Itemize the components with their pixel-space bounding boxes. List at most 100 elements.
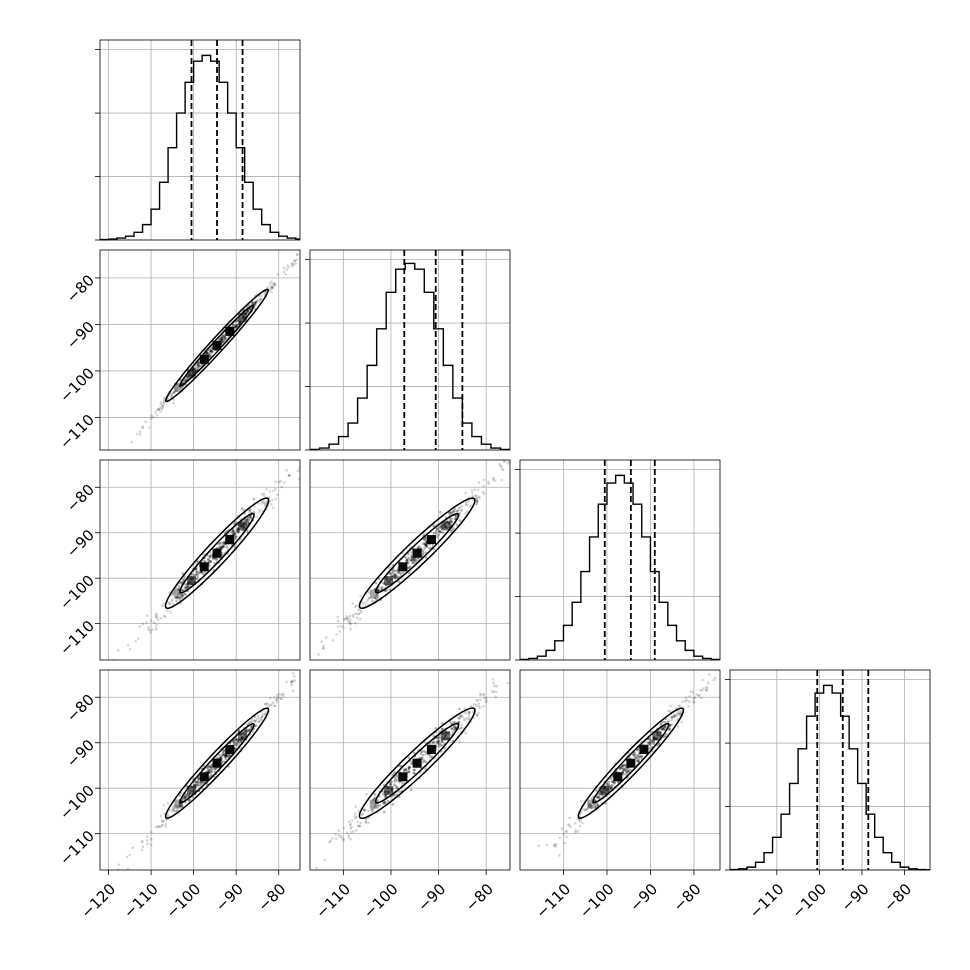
scatter-point xyxy=(473,488,477,491)
scatter-point xyxy=(357,809,361,813)
scatter-point xyxy=(270,287,274,290)
scatter-point xyxy=(221,753,224,757)
scatter-point xyxy=(197,780,200,784)
scatter-point xyxy=(563,841,567,845)
scatter-point xyxy=(610,785,614,789)
scatter-point xyxy=(454,514,458,518)
scatter-point xyxy=(687,705,690,708)
density-cell xyxy=(652,731,662,741)
scatter-point xyxy=(649,730,653,734)
scatter-point xyxy=(248,509,252,513)
scatter-point xyxy=(234,738,238,741)
scatter-point xyxy=(198,364,202,368)
scatter-point xyxy=(259,717,263,721)
scatter-point xyxy=(209,765,213,769)
scatter-point xyxy=(197,366,200,370)
scatter-point xyxy=(454,514,458,517)
scatter-point xyxy=(706,681,710,685)
scatter-point xyxy=(648,736,652,740)
x-tick-label: −90 xyxy=(838,880,873,915)
scatter-point xyxy=(623,763,626,767)
density-cell xyxy=(600,785,610,795)
scatter-point xyxy=(624,771,628,775)
scatter-point xyxy=(145,621,148,624)
scatter-point xyxy=(567,823,571,827)
scatter-point xyxy=(274,480,277,484)
scatter-point xyxy=(404,768,407,772)
scatter-point xyxy=(218,337,222,340)
scatter-point xyxy=(455,523,459,527)
scatter-point xyxy=(222,748,226,752)
scatter-point xyxy=(649,738,652,741)
scatter-point xyxy=(401,571,405,574)
scatter-point xyxy=(424,544,428,548)
scatter-point xyxy=(407,770,411,774)
density-cell xyxy=(225,745,235,755)
scatter-point xyxy=(705,689,708,692)
scatter-point xyxy=(196,783,200,787)
scatter-point xyxy=(395,779,399,782)
contour-outer xyxy=(164,497,270,610)
scatter-point xyxy=(273,281,276,285)
scatter-point xyxy=(397,790,401,793)
scatter-point xyxy=(184,585,188,589)
scatter-point xyxy=(345,831,349,835)
scatter-point xyxy=(269,285,273,288)
panel-frame xyxy=(519,669,721,871)
scatter-point xyxy=(590,806,593,809)
scatter-point xyxy=(154,411,157,414)
scatter-point xyxy=(221,336,225,339)
scatter-point xyxy=(197,777,200,781)
scatter-point xyxy=(277,480,281,484)
scatter-point xyxy=(349,822,352,826)
scatter-point xyxy=(422,758,425,762)
scatter-point xyxy=(183,592,186,596)
scatter-point xyxy=(367,597,371,600)
scatter-point xyxy=(168,602,171,606)
scatter-point xyxy=(245,310,249,313)
scatter-point xyxy=(531,447,534,450)
scatter-point xyxy=(652,742,656,746)
scatter-point xyxy=(636,748,639,752)
scatter-point xyxy=(411,561,414,565)
scatter-point xyxy=(358,824,361,828)
scatter-point xyxy=(203,571,207,574)
scatter-point xyxy=(393,576,396,579)
contour-outer xyxy=(164,288,270,403)
scatter-point xyxy=(178,804,182,808)
scatter-point xyxy=(246,729,250,732)
scatter-point xyxy=(428,742,432,746)
scatter-point xyxy=(176,588,180,592)
scatter-point xyxy=(149,619,153,623)
scatter-point xyxy=(347,616,350,619)
scatter-point xyxy=(407,767,411,770)
density-cell xyxy=(398,562,408,572)
scatter-point xyxy=(145,835,149,838)
scatter-point xyxy=(692,700,696,704)
scatter-point xyxy=(454,726,458,730)
scatter-point xyxy=(492,681,495,685)
scatter-point xyxy=(234,535,237,539)
scatter-point xyxy=(582,807,585,811)
scatter-point xyxy=(150,414,153,417)
scatter-point xyxy=(128,853,132,857)
scatter-point xyxy=(346,619,350,623)
scatter-point xyxy=(171,806,175,809)
scatter-point xyxy=(477,481,481,484)
scatter-point xyxy=(412,771,415,775)
scatter-point xyxy=(420,756,424,760)
scatter-point xyxy=(209,765,213,769)
scatter-point xyxy=(466,503,469,507)
scatter-point xyxy=(169,610,172,614)
scatter-point xyxy=(456,716,460,719)
scatter-point xyxy=(347,833,351,837)
scatter-point xyxy=(291,671,295,675)
scatter-point xyxy=(500,478,503,482)
scatter-point xyxy=(263,292,266,296)
scatter-point xyxy=(265,702,268,705)
scatter-point xyxy=(620,766,623,770)
scatter-point xyxy=(291,689,295,693)
scatter-point xyxy=(478,706,482,709)
scatter-point xyxy=(215,557,218,560)
scatter-point xyxy=(264,702,267,706)
